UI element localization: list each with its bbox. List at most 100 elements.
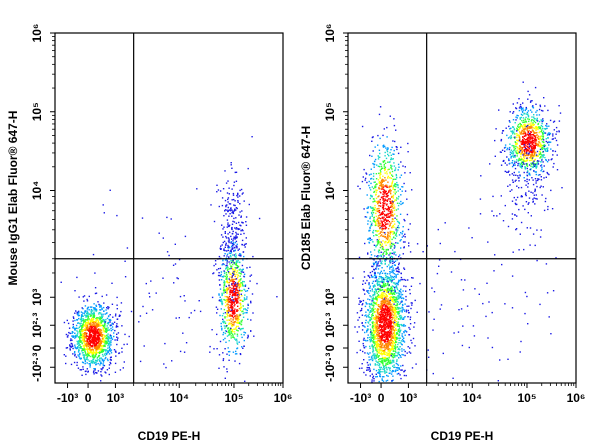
event-dot <box>380 212 382 214</box>
event-dot <box>389 317 391 320</box>
event-dot <box>102 359 104 361</box>
event-dot <box>80 337 82 339</box>
event-dot <box>106 349 108 352</box>
event-dot <box>389 200 391 202</box>
event-dot <box>383 366 385 369</box>
event-dot <box>84 336 86 338</box>
event-dot <box>377 330 379 332</box>
event-dot <box>92 340 94 342</box>
event-dot <box>86 329 88 331</box>
event-dot <box>379 137 381 140</box>
event-dot <box>109 341 111 343</box>
event-dot <box>379 172 381 174</box>
event-dot <box>385 338 387 341</box>
event-dot <box>380 182 382 185</box>
event-dot <box>386 318 388 321</box>
event-dot <box>371 322 374 325</box>
event-dot <box>92 358 95 361</box>
event-dot <box>372 377 374 379</box>
event-dot <box>226 304 228 306</box>
event-dot <box>97 347 99 350</box>
event-dot <box>219 267 222 270</box>
event-dot <box>393 153 395 155</box>
event-dot <box>78 343 80 345</box>
event-dot <box>371 379 373 381</box>
event-dot <box>228 315 231 317</box>
event-dot <box>222 188 225 190</box>
event-dot <box>74 332 76 334</box>
event-dot <box>379 375 382 378</box>
event-dot <box>83 321 85 324</box>
event-dot <box>393 298 395 300</box>
event-dot <box>80 311 83 313</box>
event-dot <box>389 367 391 369</box>
event-dot <box>365 374 367 376</box>
event-dot <box>397 190 399 192</box>
event-dot <box>84 328 86 330</box>
event-dot <box>385 296 387 299</box>
event-dot <box>236 342 238 344</box>
event-dot <box>85 348 87 350</box>
event-dot <box>369 352 371 354</box>
event-dot <box>380 336 382 338</box>
event-dot <box>65 333 68 336</box>
event-dot <box>83 320 85 322</box>
event-dot <box>224 312 227 314</box>
event-dot <box>383 255 385 257</box>
event-dot <box>78 310 80 313</box>
event-dot <box>389 161 391 163</box>
event-dot <box>101 331 103 333</box>
event-dot <box>401 278 404 281</box>
event-dot <box>380 366 383 369</box>
event-dot <box>394 217 396 219</box>
event-dot <box>387 233 389 235</box>
event-dot <box>115 325 118 327</box>
event-dot <box>380 168 383 170</box>
event-dot <box>396 360 398 362</box>
event-dot <box>170 218 172 220</box>
event-dot <box>374 285 376 287</box>
event-dot <box>243 308 245 310</box>
event-dot <box>94 337 96 339</box>
event-dot <box>234 250 236 252</box>
event-dot <box>398 354 401 356</box>
event-dot <box>96 323 98 325</box>
event-dot <box>395 298 397 301</box>
event-dot <box>104 313 106 315</box>
event-dot <box>395 232 397 234</box>
event-dot <box>231 212 233 214</box>
event-dot <box>213 220 216 223</box>
event-dot <box>81 333 83 335</box>
event-dot <box>365 172 367 174</box>
event-dot <box>100 305 102 307</box>
event-dot <box>222 333 224 336</box>
event-dot <box>87 306 89 308</box>
event-dot <box>388 322 390 324</box>
event-dot <box>384 168 386 171</box>
event-dot <box>393 118 395 120</box>
event-dot <box>80 315 83 317</box>
event-dot <box>407 228 410 231</box>
event-dot <box>234 297 236 299</box>
event-dot <box>87 339 89 341</box>
event-dot <box>65 355 67 357</box>
event-dot <box>407 151 409 153</box>
event-dot <box>116 304 118 306</box>
event-dot <box>381 267 383 269</box>
event-dot <box>387 277 389 280</box>
event-dot <box>362 280 365 282</box>
event-dot <box>101 308 103 311</box>
event-dot <box>386 379 389 382</box>
event-dot <box>380 309 383 311</box>
event-dot <box>392 202 394 204</box>
event-dot <box>82 323 84 325</box>
event-dot <box>371 316 373 318</box>
event-dot <box>389 262 392 264</box>
event-dot <box>226 298 228 301</box>
event-dot <box>83 295 86 297</box>
event-dot <box>166 251 169 253</box>
event-dot <box>372 265 374 268</box>
event-dot <box>374 330 376 332</box>
event-dot <box>398 313 400 315</box>
event-dot <box>398 297 400 300</box>
